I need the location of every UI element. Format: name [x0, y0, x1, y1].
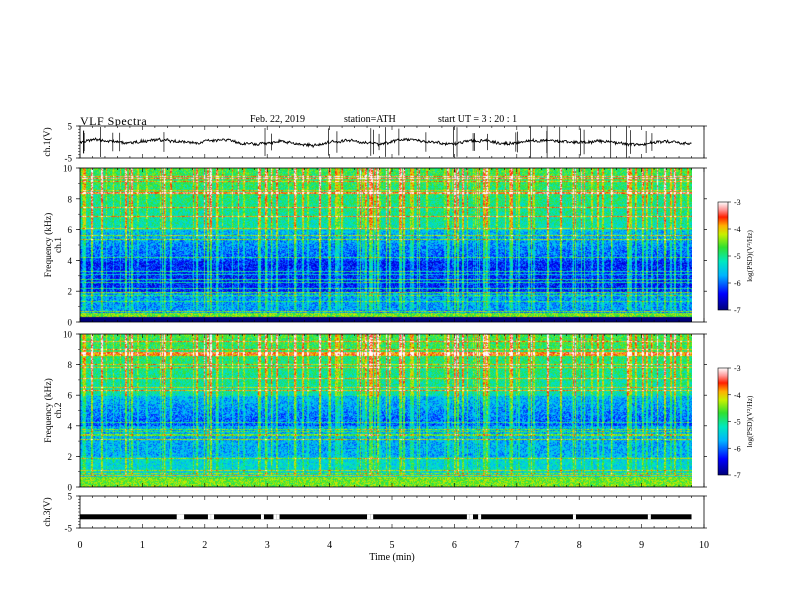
ch3-signal-gap: [178, 514, 182, 520]
x-tick-label: 0: [78, 540, 83, 551]
colorbar-tick-label: -4: [734, 225, 741, 234]
colorbar-tick-label: -3: [734, 364, 741, 373]
y-axis-label: ch.2: [54, 402, 64, 418]
y-tick-label: 6: [68, 391, 73, 401]
panel-data: [79, 126, 729, 520]
y-tick-label: 6: [68, 225, 73, 235]
x-tick-label: 6: [452, 540, 457, 551]
recording-date: Feb. 22, 2019: [250, 114, 305, 125]
colorbar-tick-label: -4: [734, 391, 741, 400]
y-axis-label: ch.1: [54, 237, 64, 253]
y-tick-label: 8: [68, 194, 73, 204]
colorbar-tick-label: -6: [734, 444, 741, 453]
start-time-label: start UT = 3 : 20 : 1: [438, 114, 518, 125]
y-tick-label: 5: [68, 492, 73, 502]
ch3-signal-gap: [572, 514, 576, 520]
y-tick-label: 5: [68, 122, 73, 132]
colorbar-tick-label: -5: [734, 252, 741, 261]
x-tick-label: 3: [265, 540, 270, 551]
y-tick-label: 10: [63, 330, 73, 340]
y-tick-label: 4: [68, 421, 73, 431]
figure-title: VLF Spectra: [80, 114, 148, 128]
colorbar-tick-label: -7: [734, 471, 741, 480]
ch3-signal-gap: [276, 514, 280, 520]
y-axis-label: Frequency (kHz): [43, 378, 54, 443]
y-tick-label: 0: [68, 483, 73, 493]
colorbar-tick-label: -5: [734, 418, 741, 427]
y-tick-label: 8: [68, 360, 73, 370]
x-axis-label: Time (min): [369, 552, 414, 563]
ch3-signal-gap: [176, 514, 180, 520]
y-tick-label: 2: [68, 452, 73, 462]
colorbar-label: log(PSD)(V²/Hz): [745, 230, 754, 282]
ch3-signal-band: [80, 514, 692, 520]
colorbar-tick-label: -6: [734, 279, 741, 288]
x-tick-label: 7: [514, 540, 519, 551]
colorbar-label: log(PSD)(V²/Hz): [745, 395, 754, 447]
x-tick-label: 1: [140, 540, 145, 551]
y-tick-label: 2: [68, 287, 73, 297]
ch3-signal-gap: [273, 514, 277, 520]
y-tick-label: 4: [68, 256, 73, 266]
x-tick-label: 2: [202, 540, 207, 551]
x-tick-label: 4: [327, 540, 332, 551]
spectrogram-image-ch1: [80, 168, 692, 322]
station-label: station=ATH: [344, 114, 396, 125]
ch3-signal-gap: [367, 514, 371, 520]
y-tick-label: -5: [65, 154, 73, 164]
ch1-waveform-line: [79, 137, 692, 149]
y-axis-label: ch.3(V): [42, 497, 53, 526]
ch3-signal-gap: [466, 514, 470, 520]
y-tick-label: 10: [63, 164, 73, 174]
ch3-signal-gap: [470, 514, 473, 520]
x-tick-label: 8: [577, 540, 582, 551]
ch3-signal-gap: [647, 514, 651, 520]
ch3-signal-gap: [478, 514, 482, 520]
panel-bg: [80, 496, 704, 528]
x-tick-label: 5: [390, 540, 395, 551]
axis-ticks: [76, 125, 731, 529]
colorbar-tick-label: -3: [734, 198, 741, 207]
spectrogram-image-ch2: [80, 334, 692, 487]
colorbar-ch2: [717, 367, 729, 476]
ch3-signal-gap: [370, 514, 374, 520]
ch3-signal-gap: [260, 514, 264, 520]
y-tick-label: 0: [68, 318, 73, 328]
y-axis-label: ch.1(V): [42, 127, 53, 156]
ch3-signal-gap: [207, 514, 211, 520]
ch3-signal-gap: [211, 514, 215, 520]
x-tick-label: 9: [639, 540, 644, 551]
ch3-signal-gap: [181, 514, 185, 520]
colorbar-tick-label: -7: [734, 306, 741, 315]
y-axis-label: Frequency (kHz): [43, 213, 54, 278]
x-tick-label: 10: [699, 540, 709, 551]
y-tick-label: -5: [65, 524, 73, 534]
colorbar-ch1: [717, 201, 729, 311]
